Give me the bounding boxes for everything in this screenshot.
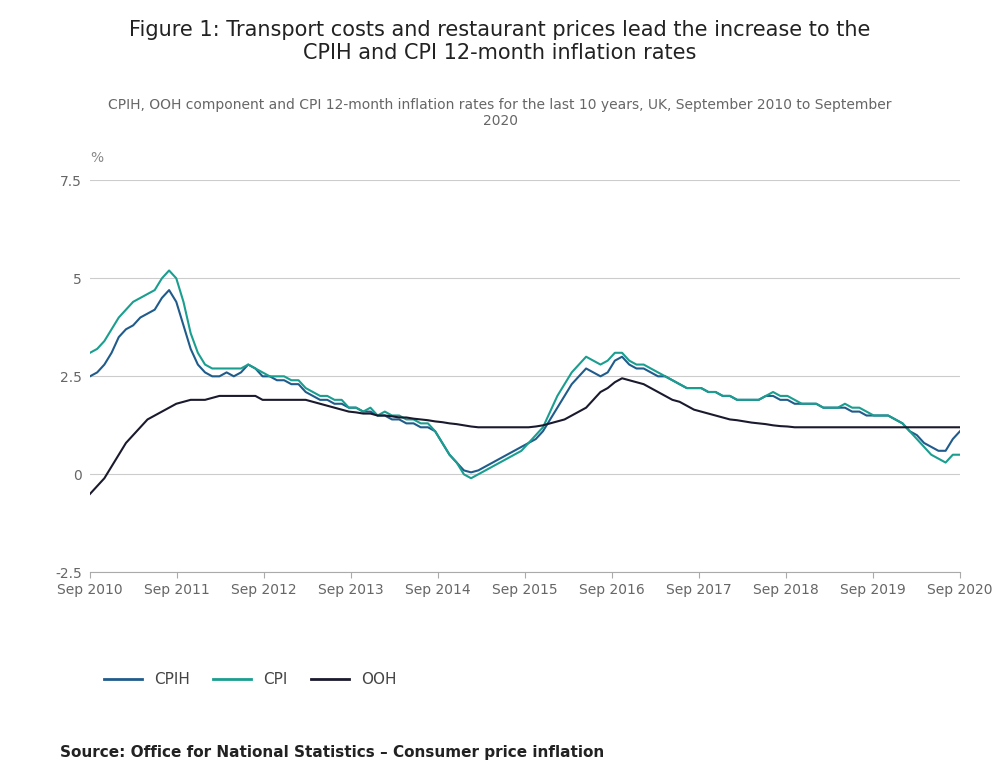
Text: CPIH, OOH component and CPI 12-month inflation rates for the last 10 years, UK, : CPIH, OOH component and CPI 12-month inf…: [108, 98, 892, 129]
Text: Source: Office for National Statistics – Consumer price inflation: Source: Office for National Statistics –…: [60, 746, 604, 760]
Legend: CPIH, CPI, OOH: CPIH, CPI, OOH: [98, 666, 403, 693]
Text: Figure 1: Transport costs and restaurant prices lead the increase to the
CPIH an: Figure 1: Transport costs and restaurant…: [129, 20, 871, 63]
Text: %: %: [90, 151, 103, 165]
